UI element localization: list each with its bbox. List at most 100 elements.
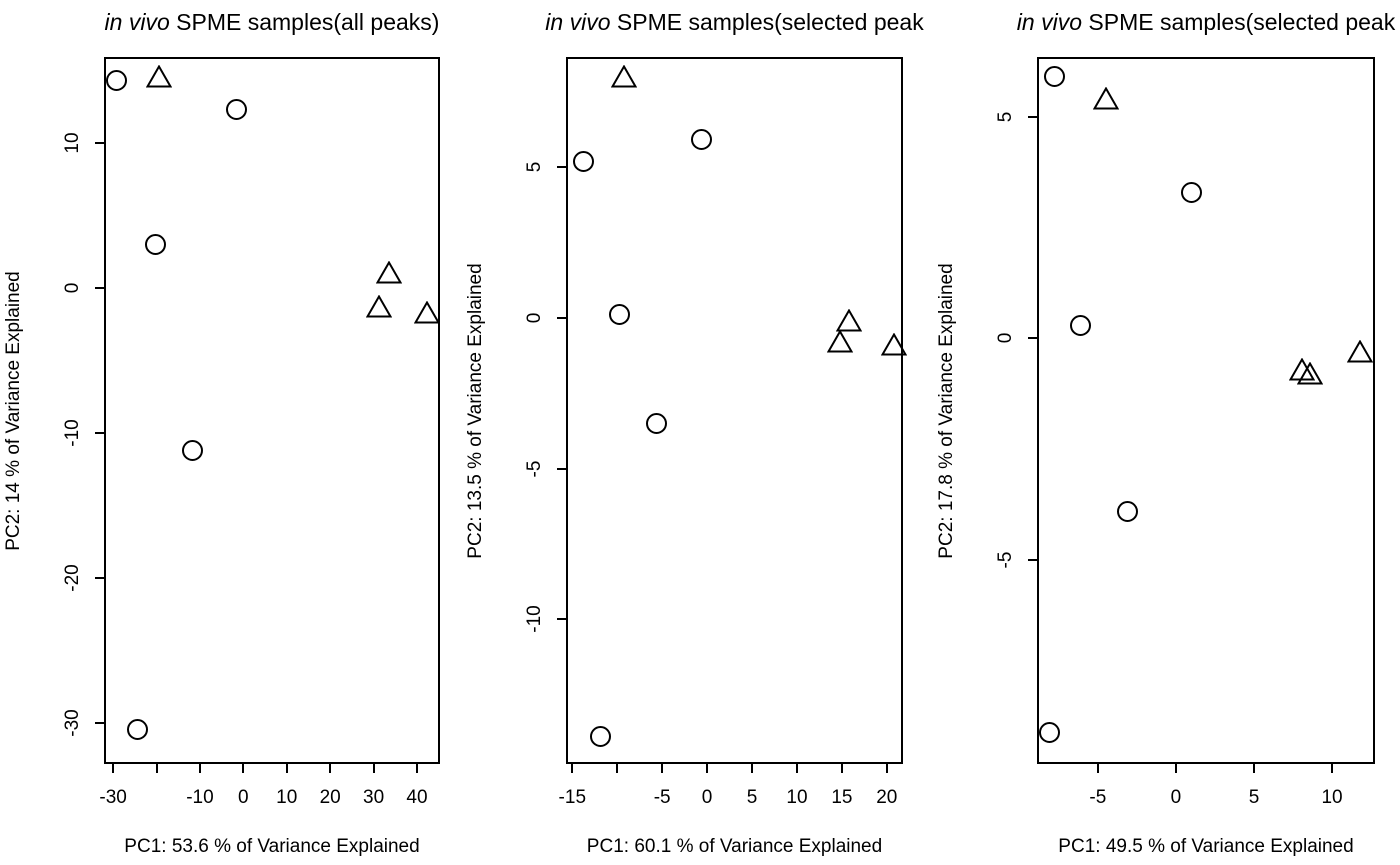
y-tick-label: 5: [524, 161, 545, 173]
y-tick-mark: [557, 316, 566, 319]
x-tick-mark: [706, 764, 709, 773]
data-point-circle: [1117, 500, 1139, 522]
data-point-triangle: [611, 64, 638, 88]
x-tick-mark: [155, 764, 158, 773]
y-tick-mark: [557, 467, 566, 470]
x-tick-mark: [285, 764, 288, 773]
x-tick-mark: [198, 764, 201, 773]
data-point-triangle: [146, 65, 173, 88]
x-tick-mark: [795, 764, 798, 773]
data-point-triangle: [376, 261, 403, 284]
x-tick-mark: [661, 764, 664, 773]
data-point-circle: [1181, 181, 1203, 203]
data-point-triangle: [827, 329, 854, 353]
data-point-triangle: [881, 332, 907, 356]
x-tick-mark: [840, 764, 843, 773]
x-tick-label: 20: [319, 787, 341, 808]
x-axis-label: PC1: 60.1 % of Variance Explained: [586, 836, 883, 857]
y-tick-mark: [95, 722, 104, 725]
y-tick-label: 10: [62, 132, 83, 154]
y-tick-mark: [1028, 115, 1037, 118]
title-italic-part: in vivo: [1016, 9, 1082, 35]
y-tick-label: -10: [62, 419, 83, 447]
y-tick-label: -5: [524, 460, 545, 477]
data-point-circle: [144, 233, 166, 255]
title-rest-part: SPME samples(selected peak: [610, 9, 924, 35]
y-tick-label: 5: [995, 111, 1016, 123]
y-tick-label: 0: [995, 333, 1016, 344]
data-point-circle: [181, 439, 203, 461]
y-axis-label: PC2: 14 % of Variance Explained: [3, 270, 24, 551]
data-point-circle: [572, 150, 594, 172]
title-rest-part: SPME samples(all peaks): [169, 9, 440, 35]
y-tick-mark: [95, 141, 104, 144]
y-axis-label: PC2: 17.8 % of Variance Explained: [936, 262, 957, 559]
x-tick-label: 30: [363, 787, 385, 808]
x-tick-label: 10: [1321, 787, 1343, 808]
x-tick-label: -15: [558, 787, 587, 808]
y-tick-mark: [95, 577, 104, 580]
title-italic-part: in vivo: [104, 9, 170, 35]
x-tick-label: 15: [831, 787, 853, 808]
data-point-triangle: [1297, 361, 1324, 385]
x-tick-label: 0: [701, 787, 713, 808]
y-tick-mark: [557, 166, 566, 169]
x-tick-label: 10: [786, 787, 808, 808]
y-tick-label: -30: [62, 709, 83, 738]
pca-panel-selected-peaks-1: in vivo SPME samples(selected peak PC1: …: [466, 0, 933, 865]
x-tick-label: 20: [876, 787, 898, 808]
y-tick-mark: [95, 286, 104, 289]
x-tick-label: 5: [1248, 787, 1260, 808]
title-italic-part: in vivo: [545, 9, 611, 35]
x-tick-label: -10: [186, 787, 214, 808]
x-tick-mark: [751, 764, 754, 773]
data-point-circle: [1043, 66, 1065, 88]
y-tick-mark: [557, 618, 566, 621]
x-tick-mark: [616, 764, 619, 773]
x-axis-label: PC1: 53.6 % of Variance Explained: [124, 836, 420, 857]
x-tick-label: 0: [1170, 787, 1182, 808]
data-point-circle: [691, 129, 713, 151]
x-tick-label: 10: [276, 787, 298, 808]
y-tick-label: -10: [524, 605, 545, 634]
x-axis-label: PC1: 49.5 % of Variance Explained: [1058, 836, 1354, 857]
pca-panel-selected-peaks-2: in vivo SPME samples(selected peak PC1: …: [933, 0, 1400, 865]
x-tick-mark: [885, 764, 888, 773]
data-point-triangle: [413, 300, 440, 323]
y-tick-mark: [1028, 559, 1037, 562]
pca-panel-all-peaks: in vivo SPME samples(all peaks) PC1: 53.…: [0, 0, 466, 865]
data-point-triangle: [1347, 339, 1374, 363]
x-tick-label: -30: [99, 787, 127, 808]
x-tick-mark: [112, 764, 115, 773]
data-point-triangle: [1092, 87, 1119, 110]
data-point-circle: [1038, 722, 1060, 744]
x-tick-mark: [329, 764, 332, 773]
data-point-triangle: [1289, 358, 1316, 381]
data-point-circle: [106, 69, 128, 91]
x-tick-mark: [1253, 764, 1255, 773]
plot-box: [104, 57, 440, 764]
y-tick-label: -5: [995, 551, 1016, 569]
plot-box: [566, 57, 903, 764]
panel-title: in vivo SPME samples(all peaks): [0, 7, 466, 37]
x-tick-mark: [1096, 764, 1099, 773]
x-tick-mark: [372, 764, 375, 773]
x-tick-label: 0: [238, 787, 249, 808]
x-tick-mark: [571, 764, 574, 773]
data-point-circle: [589, 726, 611, 748]
plot-box: [1037, 57, 1375, 764]
y-tick-label: -20: [62, 564, 83, 592]
data-point-circle: [646, 412, 668, 434]
x-tick-mark: [415, 764, 418, 773]
y-tick-label: 0: [62, 282, 83, 294]
data-point-circle: [1070, 314, 1092, 336]
y-tick-mark: [1028, 337, 1037, 340]
x-tick-label: 40: [406, 787, 428, 808]
x-tick-label: 5: [746, 787, 758, 808]
x-tick-mark: [1174, 764, 1177, 773]
data-point-circle: [226, 98, 248, 120]
x-tick-mark: [242, 764, 245, 773]
panel-title: in vivo SPME samples(selected peak: [466, 7, 933, 37]
y-tick-mark: [95, 432, 104, 434]
